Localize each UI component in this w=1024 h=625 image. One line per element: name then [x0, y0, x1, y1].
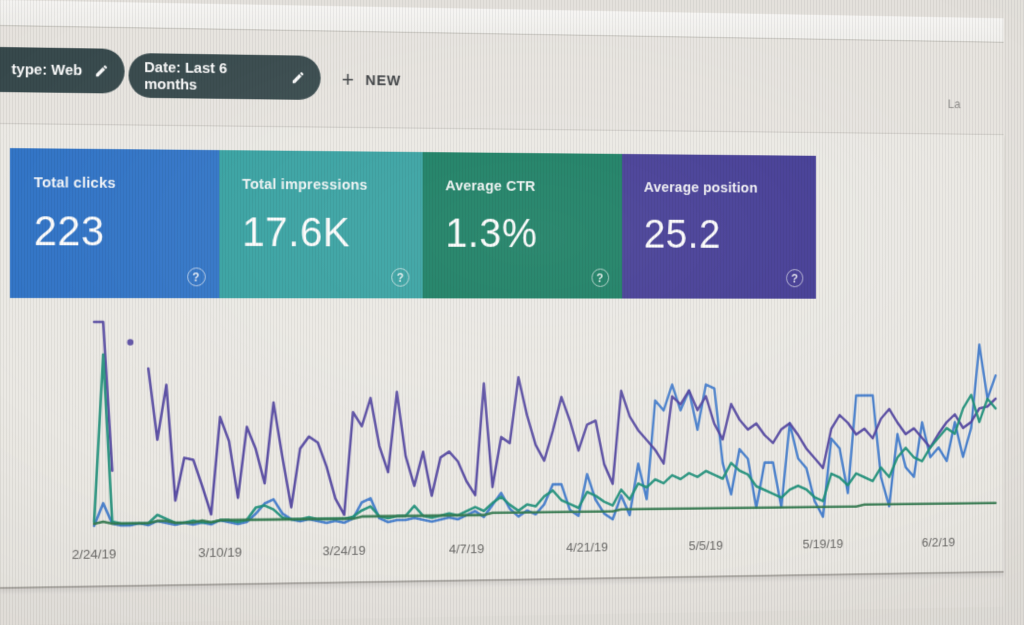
x-axis-label: 4/21/19: [566, 540, 608, 555]
pencil-icon[interactable]: [94, 63, 109, 78]
chart-line-ctr: [94, 352, 995, 523]
pencil-icon[interactable]: [291, 70, 305, 85]
x-axis-label: 5/19/19: [803, 536, 844, 551]
date-range-chip[interactable]: Date: Last 6 months: [128, 52, 321, 101]
search-type-chip[interactable]: type: Web: [0, 46, 125, 94]
chart-line-clicks: [94, 345, 995, 526]
x-axis-label: 6/2/19: [922, 535, 955, 550]
x-axis-label: 2/24/19: [72, 546, 116, 562]
x-axis-label: 4/7/19: [449, 541, 484, 556]
x-axis-label: 3/24/19: [323, 543, 366, 558]
x-axis-label: 3/10/19: [198, 545, 242, 560]
chart-line-position: [94, 503, 995, 524]
chart-isolated-point: [127, 339, 134, 346]
chart-line-impressions: [94, 321, 995, 517]
x-axis-label: 5/5/19: [689, 538, 723, 553]
